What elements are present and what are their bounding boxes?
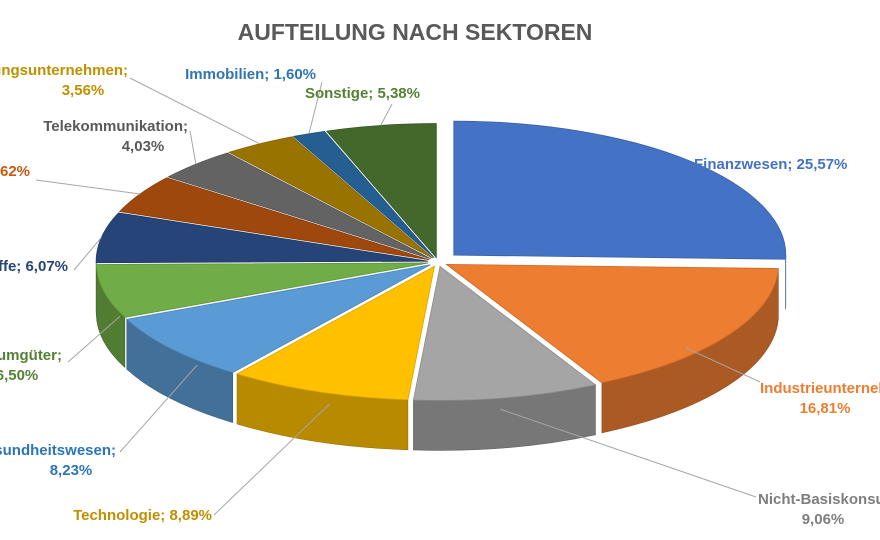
leader-line-immobilien [308,81,323,134]
slice-basiskonsumg-ter [95,262,429,318]
slice-label-versorgungsunternehmen: Versorgungsunternehmen;3,56% [0,62,128,99]
leader-line-basiskonsumg-ter [67,315,121,363]
slice-label-rohstoffe: Rohstoffe; 6,07% [0,258,68,275]
slice-label-technologie: Technologie; 8,89% [73,507,212,524]
leader-line-rohstoffe [73,237,102,271]
leader-line-energie [35,179,141,195]
slice-energie [118,177,430,261]
chart-title: AUFTEILUNG NACH SEKTOREN [238,19,593,45]
leader-line-sonstige [380,103,393,126]
slice-labels: Finanzwesen; 25,57% Industrieunternehmen;… [0,62,880,528]
leader-line-telekommunikation [189,130,197,165]
leader-line-industrieunternehmen [685,347,761,383]
slice-label-sonstige: Sonstige; 5,38% [305,85,420,102]
slice-label-basiskonsumg-ter: Basiskonsumgüter;6,50% [0,347,62,384]
leader-line-technologie [213,403,330,516]
slice-label-finanzwesen: Finanzwesen; 25,57% [694,156,847,173]
slice-label-gesundheitswesen: Gesundheitswesen;8,23% [0,442,116,479]
label-leader-lines [35,77,761,516]
slice-label-immobilien: Immobilien; 1,60% [185,66,316,83]
leader-line-gesundheitswesen [119,364,198,453]
pie-tops [95,120,787,401]
slice-industrieunternehmen [445,263,779,384]
slice-label-telekommunikation: Telekommunikation; 4,03% [43,118,188,155]
leader-line-versorgungsunternehmen [129,77,260,145]
pie-sides [95,255,787,451]
slice-versorgungsunternehmen [228,136,434,259]
slice-finanzwesen [453,120,787,260]
slice-rohstoffe [95,212,429,264]
slice-sonstige [325,123,437,259]
slice-label-industrieunternehmen: Industrieunternehmen;16,81% [760,380,880,417]
slice-label-energie: Energie; 4,62% [0,163,30,180]
slice-technologie [235,265,436,401]
slice-nicht-basiskonsumg-ter [412,265,597,401]
leader-line-nicht-basiskonsumg-ter [500,408,757,498]
slice-gesundheitswesen [125,264,431,373]
slice-label-nicht-basiskonsumg-ter: Nicht-Basiskonsumgüter;9,06% [758,491,880,528]
